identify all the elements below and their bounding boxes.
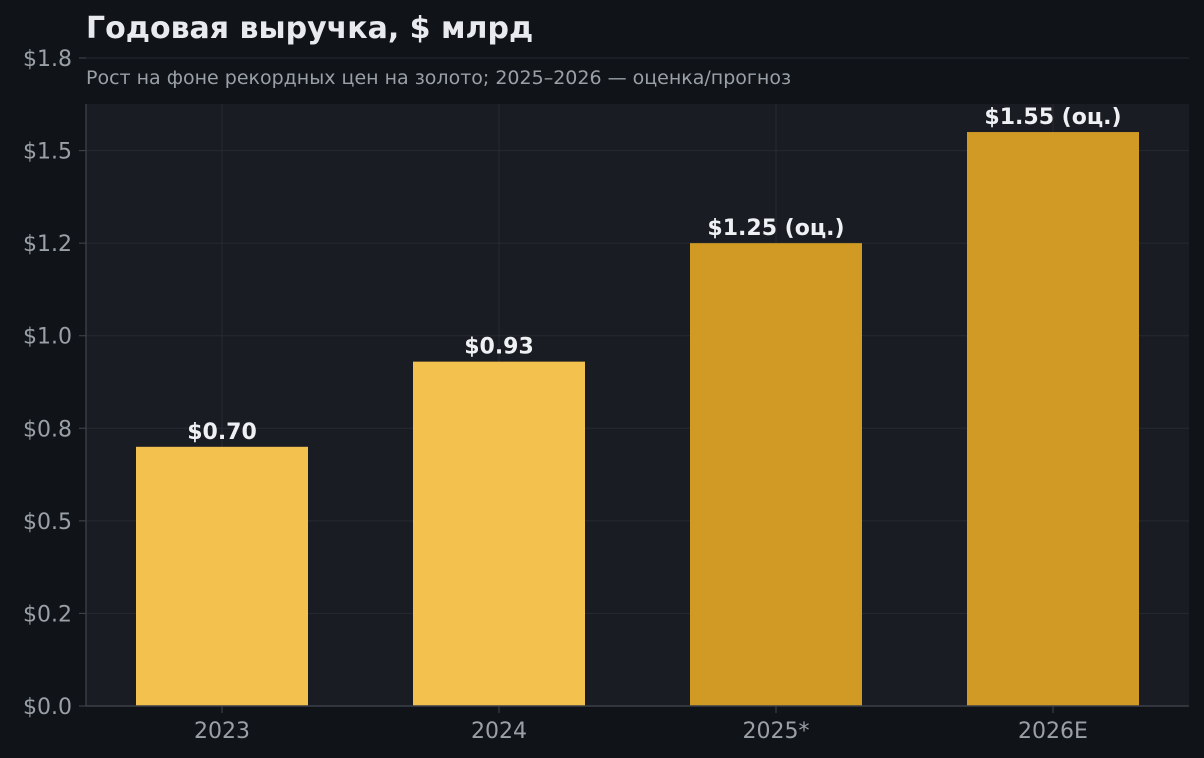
bars xyxy=(136,132,1139,707)
y-tick-label: $0.8 xyxy=(23,417,72,442)
data-labels: $0.70 $0.93 $1.25 (оц.) $1.55 (оц.) xyxy=(187,105,1121,445)
y-tick-label: $1.2 xyxy=(23,232,72,257)
data-label: $1.25 (оц.) xyxy=(707,216,844,241)
y-tick-label: $1.0 xyxy=(23,325,72,350)
data-label: $0.93 xyxy=(464,335,534,360)
x-tick-label: 2025* xyxy=(743,719,810,744)
data-label: $1.55 (оц.) xyxy=(984,105,1121,130)
axes xyxy=(85,104,1189,707)
chart-title: Годовая выручка, $ млрд xyxy=(86,11,533,46)
x-tick-label: 2023 xyxy=(194,719,250,744)
chart-subtitle: Рост на фоне рекордных цен на золото; 20… xyxy=(86,67,791,89)
y-tick-label: $1.5 xyxy=(23,140,72,165)
x-tick-label: 2024 xyxy=(471,719,527,744)
y-tick-label: $0.0 xyxy=(23,695,72,720)
x-tick-label: 2026E xyxy=(1018,719,1088,744)
y-axis-ticks: $0.0 $0.2 $0.5 $0.8 $1.0 $1.2 $1.5 $1.8 xyxy=(23,47,86,720)
bar-2024 xyxy=(413,361,585,706)
bar-2025* xyxy=(690,243,862,706)
x-axis-ticks: 2023 2024 2025* 2026E xyxy=(194,706,1088,744)
bar-2026E xyxy=(967,132,1139,707)
y-tick-label: $0.5 xyxy=(23,510,72,535)
y-tick-label: $1.8 xyxy=(23,47,72,72)
data-label: $0.70 xyxy=(187,420,257,445)
y-tick-label: $0.2 xyxy=(23,602,72,627)
bar-2023 xyxy=(136,446,308,706)
